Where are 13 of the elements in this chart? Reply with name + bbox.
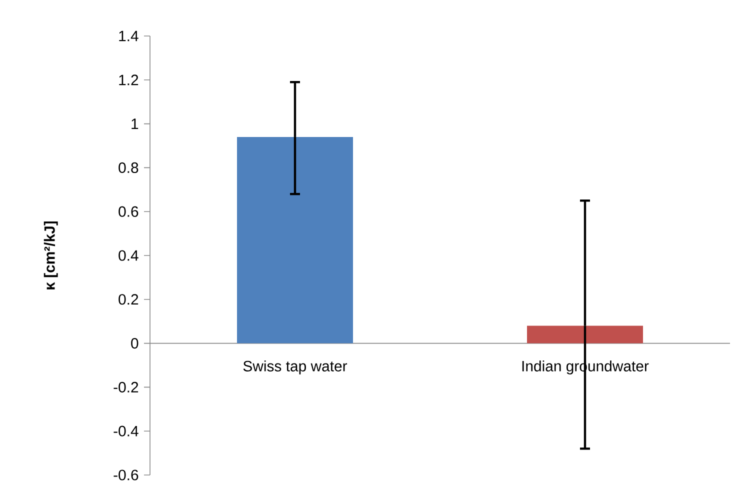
- y-tick-label: 0: [131, 338, 138, 349]
- y-axis-title: κ [cm²/kJ]: [44, 221, 58, 290]
- y-tick-label: -0.2: [114, 382, 138, 392]
- y-tick-label: 0.4: [118, 250, 138, 261]
- y-tick-label: 1: [132, 118, 138, 129]
- y-tick-label: 0.8: [118, 162, 138, 173]
- y-tick-label: -0.6: [114, 470, 138, 480]
- y-tick-label: 0.6: [118, 206, 138, 217]
- y-tick-label: 1.2: [119, 74, 138, 86]
- y-tick-label: 1.4: [119, 30, 138, 42]
- y-tick-label: -0.4: [114, 426, 138, 436]
- x-tick-label: Swiss tap water: [243, 360, 348, 374]
- y-tick-label: 0.2: [118, 294, 138, 305]
